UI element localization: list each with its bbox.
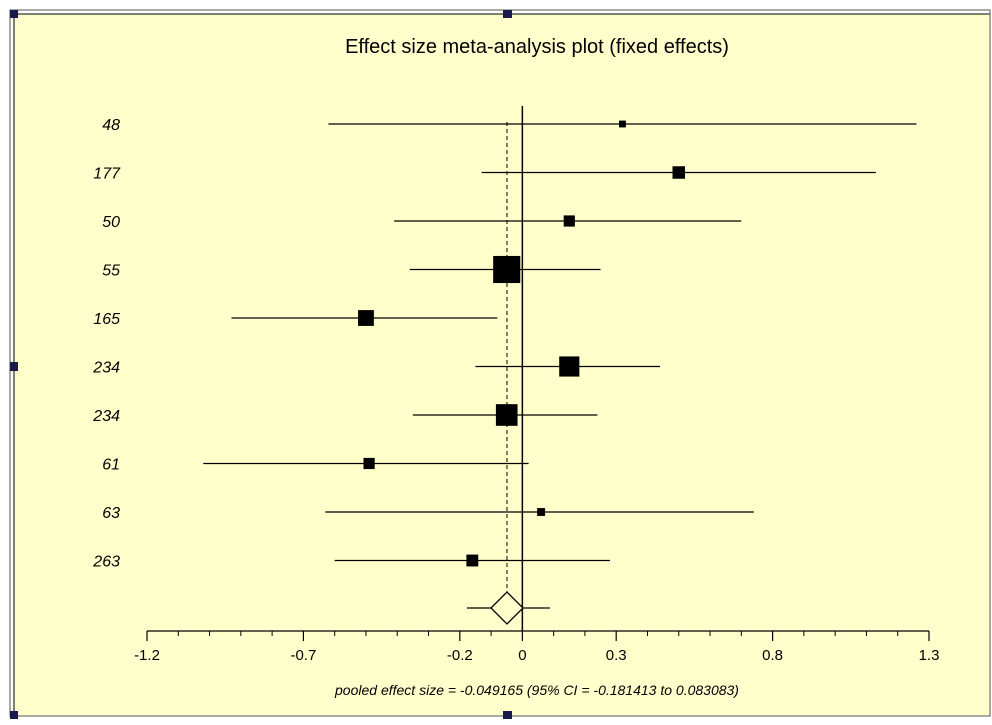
study-effect-marker — [358, 310, 374, 326]
study-effect-marker — [496, 404, 518, 426]
study-label: 55 — [102, 263, 120, 280]
study-label: 50 — [102, 214, 120, 231]
study-effect-marker — [466, 555, 478, 567]
pooled-footer: pooled effect size = -0.049165 (95% CI =… — [334, 682, 739, 698]
study-label: 234 — [92, 360, 120, 377]
study-effect-marker — [673, 166, 686, 179]
study-label: 61 — [102, 457, 120, 474]
x-axis-tick-label: 0.3 — [606, 647, 627, 664]
x-axis-tick-label: -0.7 — [290, 647, 316, 664]
study-effect-marker — [559, 356, 579, 376]
resize-handle-top-center[interactable] — [503, 10, 512, 18]
study-label: 63 — [102, 505, 120, 522]
study-effect-marker — [363, 458, 374, 469]
study-label: 177 — [93, 166, 121, 183]
x-axis-tick-label: 0.8 — [762, 647, 783, 664]
x-axis-tick-label: -1.2 — [134, 647, 160, 664]
resize-handle-top-left[interactable] — [10, 10, 18, 18]
chart-title: Effect size meta-analysis plot (fixed ef… — [345, 36, 729, 58]
study-effect-marker — [564, 215, 575, 226]
x-axis-tick-label: -0.2 — [447, 647, 473, 664]
resize-handle-bottom-left[interactable] — [10, 711, 18, 719]
study-label: 263 — [92, 554, 120, 571]
study-label: 165 — [93, 311, 120, 328]
study-effect-marker — [493, 256, 520, 283]
study-effect-marker — [619, 121, 626, 128]
x-axis-tick-label: 1.3 — [919, 647, 940, 664]
study-label: 234 — [92, 408, 120, 425]
study-label: 48 — [102, 117, 120, 134]
study-effect-marker — [537, 508, 545, 516]
resize-handle-bottom-center[interactable] — [503, 711, 512, 719]
resize-handle-middle-left[interactable] — [10, 362, 18, 371]
x-axis-tick-label: 0 — [518, 647, 526, 664]
